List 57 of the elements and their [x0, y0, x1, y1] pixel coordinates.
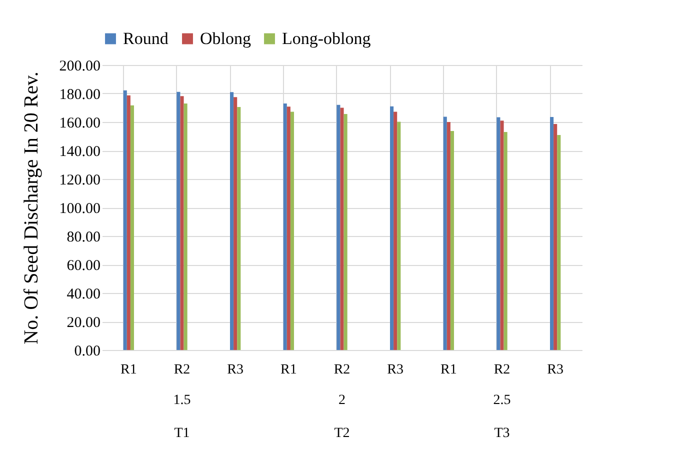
- text: T1: [174, 426, 190, 441]
- bar: [550, 117, 554, 350]
- y-tick-label: 200.00: [59, 58, 100, 74]
- bar: [554, 124, 558, 350]
- bar: [176, 92, 180, 350]
- y-tick-label: 0.00: [74, 344, 100, 360]
- bar: [557, 134, 561, 350]
- x-tick-label: R1: [280, 362, 297, 378]
- bar: [390, 106, 394, 350]
- y-tick-label: 140.00: [59, 144, 100, 160]
- text: 2: [338, 393, 346, 408]
- x-tick-label: R2: [494, 362, 510, 378]
- legend-label: Round: [123, 28, 169, 48]
- text: 2.5: [493, 393, 511, 408]
- bar: [130, 105, 134, 350]
- bar: [340, 108, 344, 350]
- x-tick-label: R1: [120, 362, 137, 378]
- bar: [450, 130, 454, 350]
- x-tick-label: R2: [334, 362, 350, 378]
- x-tick-label: R2: [174, 362, 190, 378]
- bar: [230, 92, 234, 350]
- bar: [234, 97, 238, 350]
- bar: [237, 107, 241, 350]
- text: 1.5: [173, 393, 191, 408]
- bar: [344, 114, 348, 350]
- y-tick-label: 20.00: [66, 315, 100, 331]
- y-tick-label: 180.00: [59, 87, 100, 103]
- bar: [283, 103, 287, 350]
- y-tick-label: 160.00: [59, 116, 100, 132]
- text: T2: [334, 426, 350, 441]
- x-tick-label: R3: [227, 362, 244, 378]
- y-tick-label: 40.00: [66, 286, 100, 302]
- bar: [397, 122, 401, 350]
- bar: [504, 132, 508, 350]
- bar: [336, 104, 340, 350]
- y-axis-title: No. Of Seed Discharge In 20 Rev.: [20, 72, 42, 344]
- x-tick-label: R3: [547, 362, 564, 378]
- y-tick-label: 80.00: [66, 230, 100, 246]
- bar: [180, 96, 184, 350]
- bar: [184, 103, 188, 350]
- y-tick-label: 100.00: [59, 201, 100, 217]
- bar: [496, 117, 500, 350]
- y-tick-label: 60.00: [66, 258, 100, 274]
- bar: [446, 122, 450, 350]
- bar: [126, 95, 130, 350]
- x-tick-label: R1: [440, 362, 457, 378]
- legend-label: Oblong: [200, 28, 252, 48]
- y-tick-label: 120.00: [59, 172, 100, 188]
- bar: [290, 112, 294, 350]
- bar: [286, 106, 290, 350]
- legend-label: Long-oblong: [282, 28, 372, 48]
- bar: [443, 116, 447, 350]
- x-tick-label: R3: [387, 362, 404, 378]
- text: T3: [494, 426, 510, 441]
- bar: [394, 112, 398, 350]
- bar: [500, 120, 504, 350]
- bar: [123, 90, 127, 350]
